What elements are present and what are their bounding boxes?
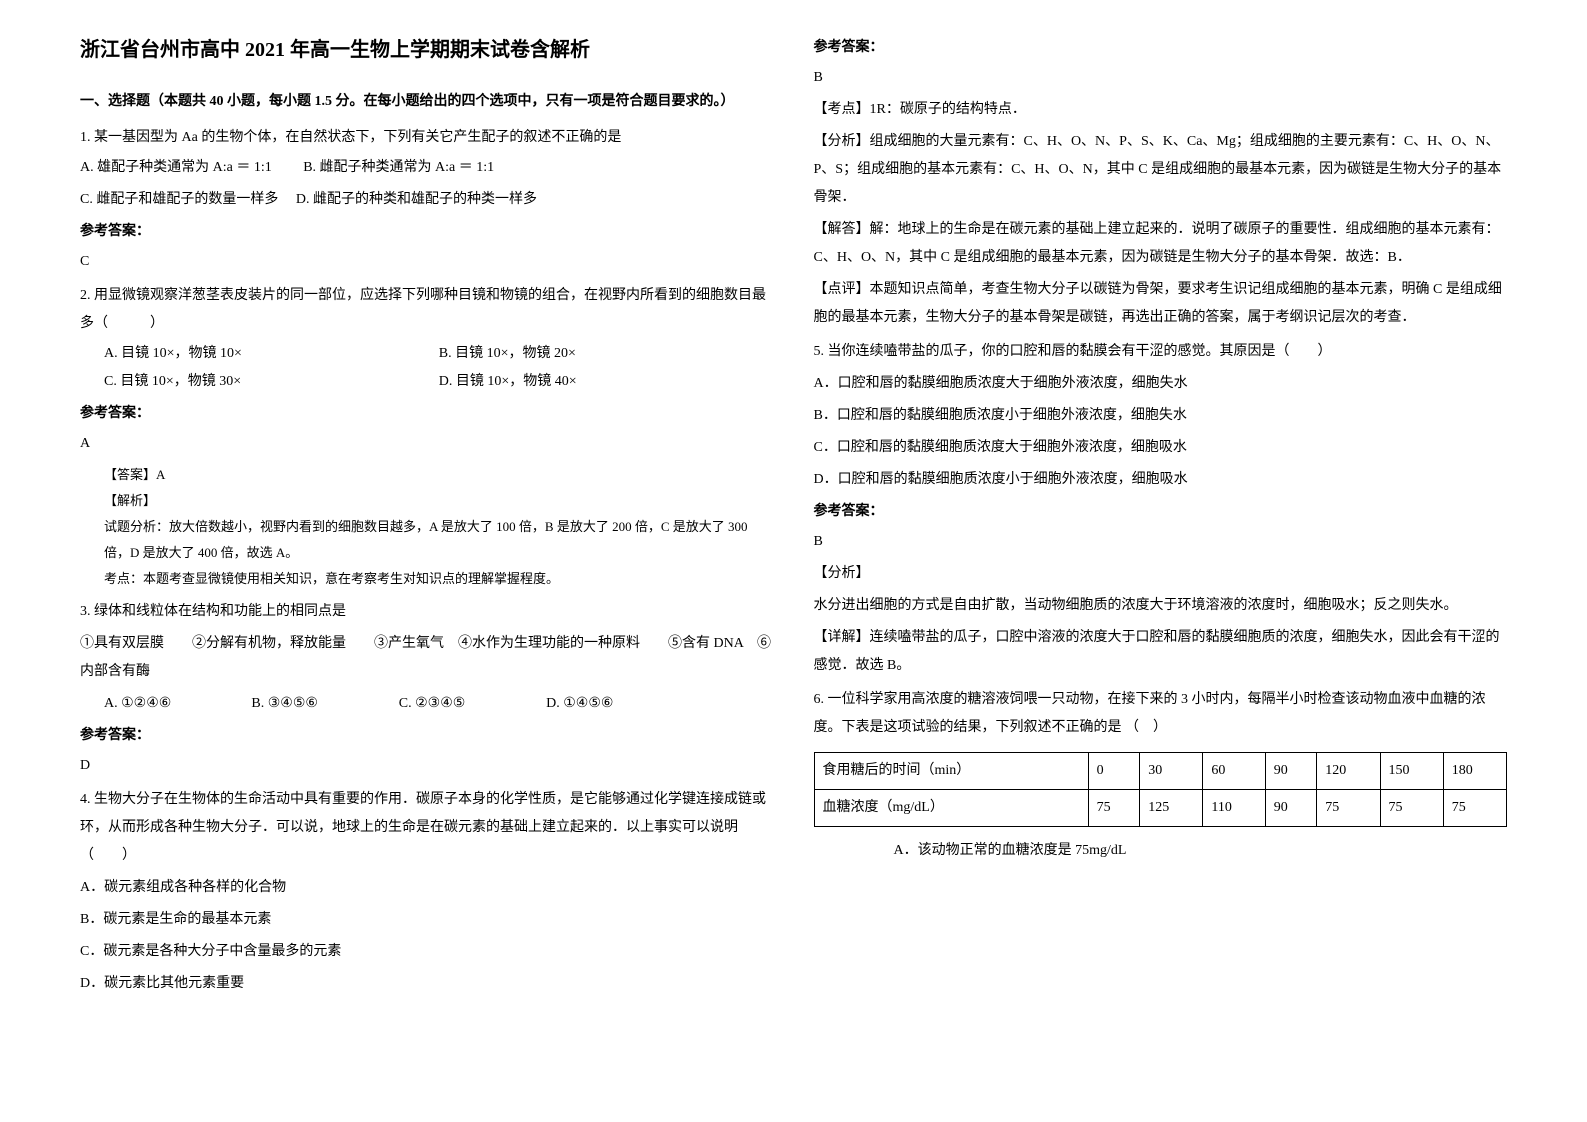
cell: 30 — [1140, 753, 1203, 790]
q5-answer-label: 参考答案： — [814, 498, 1508, 526]
q1-options: A. 雄配子种类通常为 A:a ＝ 1:1 B. 雌配子种类通常为 A:a ＝ … — [80, 154, 774, 182]
q2-answer-label: 参考答案： — [80, 400, 774, 428]
q2-opts-row1: A. 目镜 10×，物镜 10× B. 目镜 10×，物镜 20× — [80, 340, 774, 368]
q4-fenxi: 【分析】组成细胞的大量元素有：C、H、O、N、P、S、K、Ca、Mg；组成细胞的… — [814, 128, 1508, 212]
table-row: 血糖浓度（mg/dL） 75 125 110 90 75 75 75 — [814, 790, 1507, 827]
q1-opt-c: C. 雌配子和雄配子的数量一样多 — [80, 192, 278, 207]
q1-answer-label: 参考答案： — [80, 218, 774, 246]
q4-jieda: 【解答】解：地球上的生命是在碳元素的基础上建立起来的．说明了碳原子的重要性．组成… — [814, 216, 1508, 272]
cell: 0 — [1088, 753, 1140, 790]
cell: 125 — [1140, 790, 1203, 827]
q3-stem: 3. 绿体和线粒体在结构和功能上的相同点是 — [80, 598, 774, 626]
left-column: 浙江省台州市高中 2021 年高一生物上学期期末试卷含解析 一、选择题（本题共 … — [60, 30, 794, 1092]
q3-answer-label: 参考答案： — [80, 722, 774, 750]
q4-answer-label: 参考答案： — [814, 34, 1508, 62]
q2-answer: A — [80, 430, 774, 458]
q2-jiexi-body: 试题分析：放大倍数越小，视野内看到的细胞数目越多，A 是放大了 100 倍，B … — [80, 514, 774, 566]
q4-dianping: 【点评】本题知识点简单，考查生物大分子以碳链为骨架，要求考生识记组成细胞的基本元… — [814, 276, 1508, 332]
q5-fenxi-tag: 【分析】 — [814, 560, 1508, 588]
q1-stem: 1. 某一基因型为 Aa 的生物个体，在自然状态下，下列有关它产生配子的叙述不正… — [80, 124, 774, 152]
q3-options: A. ①②④⑥ B. ③④⑤⑥ C. ②③④⑤ D. ①④⑤⑥ — [80, 690, 774, 718]
q2-stem: 2. 用显微镜观察洋葱茎表皮装片的同一部位，应选择下列哪种目镜和物镜的组合，在视… — [80, 282, 774, 338]
q1-options-2: C. 雌配子和雄配子的数量一样多 D. 雌配子的种类和雄配子的种类一样多 — [80, 186, 774, 214]
section-1-header: 一、选择题（本题共 40 小题，每小题 1.5 分。在每小题给出的四个选项中，只… — [80, 88, 774, 116]
cell: 120 — [1317, 753, 1380, 790]
q5-opt-c: C．口腔和唇的黏膜细胞质浓度大于细胞外液浓度，细胞吸水 — [814, 434, 1508, 462]
row1-label: 食用糖后的时间（min） — [814, 753, 1088, 790]
q5-opt-a: A．口腔和唇的黏膜细胞质浓度大于细胞外液浓度，细胞失水 — [814, 370, 1508, 398]
cell: 90 — [1265, 790, 1317, 827]
q5-fenxi-body: 水分进出细胞的方式是自由扩散，当动物细胞质的浓度大于环境溶液的浓度时，细胞吸水；… — [814, 592, 1508, 620]
cell: 90 — [1265, 753, 1317, 790]
q4-opt-c: C．碳元素是各种大分子中含量最多的元素 — [80, 938, 774, 966]
q2-opt-b: B. 目镜 10×，物镜 20× — [439, 346, 576, 361]
q6-table: 食用糖后的时间（min） 0 30 60 90 120 150 180 血糖浓度… — [814, 752, 1508, 827]
cell: 180 — [1443, 753, 1506, 790]
q3-opt-a: A. ①②④⑥ — [104, 690, 251, 718]
q1-opt-a: A. 雄配子种类通常为 A:a ＝ 1:1 — [80, 160, 272, 175]
right-column: 参考答案： B 【考点】1R：碳原子的结构特点． 【分析】组成细胞的大量元素有：… — [794, 30, 1528, 1092]
q1-opt-d: D. 雌配子的种类和雄配子的种类一样多 — [296, 192, 537, 207]
document-title: 浙江省台州市高中 2021 年高一生物上学期期末试卷含解析 — [80, 30, 774, 70]
cell: 75 — [1443, 790, 1506, 827]
q3-opt-c: C. ②③④⑤ — [399, 690, 546, 718]
cell: 75 — [1317, 790, 1380, 827]
q2-jiexi-tag: 【解析】 — [80, 488, 774, 514]
q2-opt-a: A. 目镜 10×，物镜 10× — [104, 346, 242, 361]
cell: 75 — [1380, 790, 1443, 827]
q1-answer: C — [80, 248, 774, 276]
q2-kaodian: 考点：本题考查显微镜使用相关知识，意在考察考生对知识点的理解掌握程度。 — [80, 566, 774, 592]
q3-opt-b: B. ③④⑤⑥ — [251, 690, 398, 718]
q2-opt-d: D. 目镜 10×，物镜 40× — [439, 374, 577, 389]
q4-kaodian: 【考点】1R：碳原子的结构特点． — [814, 96, 1508, 124]
q4-opt-d: D．碳元素比其他元素重要 — [80, 970, 774, 998]
q2-opt-c: C. 目镜 10×，物镜 30× — [104, 374, 241, 389]
q5-xiangjie: 【详解】连续嗑带盐的瓜子，口腔中溶液的浓度大于口腔和唇的黏膜细胞质的浓度，细胞失… — [814, 624, 1508, 680]
q3-items: ①具有双层膜 ②分解有机物，释放能量 ③产生氧气 ④水作为生理功能的一种原料 ⑤… — [80, 630, 774, 686]
cell: 110 — [1203, 790, 1265, 827]
q6-stem: 6. 一位科学家用高浓度的糖溶液饲喂一只动物，在接下来的 3 小时内，每隔半小时… — [814, 686, 1508, 742]
q5-answer: B — [814, 528, 1508, 556]
q3-answer: D — [80, 752, 774, 780]
q2-ans-tag: 【答案】A — [80, 462, 774, 488]
table-row: 食用糖后的时间（min） 0 30 60 90 120 150 180 — [814, 753, 1507, 790]
q2-opts-row2: C. 目镜 10×，物镜 30× D. 目镜 10×，物镜 40× — [80, 368, 774, 396]
q1-opt-b: B. 雌配子种类通常为 A:a ＝ 1:1 — [303, 160, 494, 175]
q5-opt-b: B．口腔和唇的黏膜细胞质浓度小于细胞外液浓度，细胞失水 — [814, 402, 1508, 430]
q4-opt-b: B．碳元素是生命的最基本元素 — [80, 906, 774, 934]
cell: 150 — [1380, 753, 1443, 790]
q4-stem: 4. 生物大分子在生物体的生命活动中具有重要的作用．碳原子本身的化学性质，是它能… — [80, 786, 774, 870]
q4-answer: B — [814, 64, 1508, 92]
q5-stem: 5. 当你连续嗑带盐的瓜子，你的口腔和唇的黏膜会有干涩的感觉。其原因是（ ） — [814, 338, 1508, 366]
cell: 75 — [1088, 790, 1140, 827]
q5-opt-d: D．口腔和唇的黏膜细胞质浓度小于细胞外液浓度，细胞吸水 — [814, 466, 1508, 494]
q3-opt-d: D. ①④⑤⑥ — [546, 690, 693, 718]
row2-label: 血糖浓度（mg/dL） — [814, 790, 1088, 827]
cell: 60 — [1203, 753, 1265, 790]
q6-opt-a: A．该动物正常的血糖浓度是 75mg/dL — [814, 837, 1508, 865]
q4-opt-a: A．碳元素组成各种各样的化合物 — [80, 874, 774, 902]
